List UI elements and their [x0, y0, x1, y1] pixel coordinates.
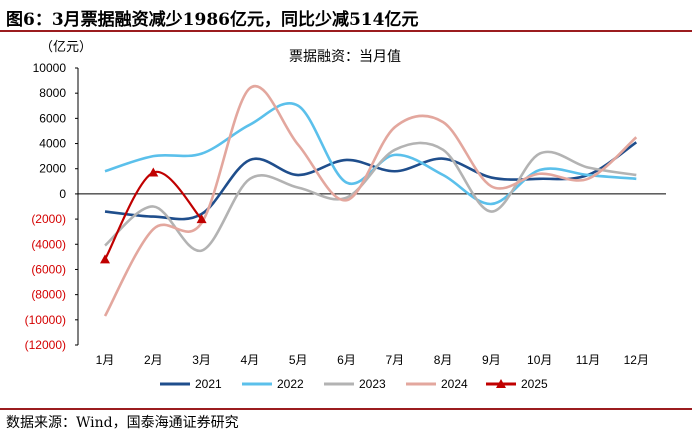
y-tick-label: (6000) — [31, 262, 66, 276]
line-chart: （亿元） 票据融资：当月值 10000 8000 6000 4000 2000 0 (2000)… — [25, 40, 666, 391]
y-tick-label: 10000 — [33, 61, 67, 75]
y-tick-label: 0 — [59, 187, 66, 201]
legend-label-2022: 2022 — [277, 377, 304, 391]
legend-label-2024: 2024 — [441, 377, 468, 391]
figure-title: 图6：3月票据融资减少1986亿元，同比少减514亿元 — [6, 10, 419, 30]
y-axis-unit-label: （亿元） — [40, 40, 92, 55]
y-tick-label: 4000 — [39, 137, 66, 151]
legend-label-2023: 2023 — [359, 377, 386, 391]
x-tick-label: 8月 — [434, 353, 453, 367]
y-tick-label: (10000) — [25, 313, 66, 327]
x-tick-label: 10月 — [527, 353, 552, 367]
x-tick-label: 9月 — [482, 353, 501, 367]
x-tick-label: 1月 — [96, 353, 115, 367]
series-line-2024 — [103, 84, 638, 317]
bottom-rule — [0, 408, 692, 410]
y-tick-label: 6000 — [39, 111, 66, 125]
legend-marker-2025 — [496, 379, 506, 388]
x-tick-label: 4月 — [241, 353, 260, 367]
legend-label-2025: 2025 — [521, 377, 548, 391]
data-point-2025-1 — [100, 254, 110, 264]
x-tick-label: 7月 — [385, 353, 404, 367]
x-tick-label: 6月 — [337, 353, 356, 367]
y-tick-label: 2000 — [39, 162, 66, 176]
x-tick-label: 5月 — [289, 353, 308, 367]
x-tick-label: 2月 — [144, 353, 163, 367]
y-tick-label: (2000) — [31, 212, 66, 226]
x-tick-label: 3月 — [192, 353, 211, 367]
x-tick-label: 12月 — [624, 353, 649, 367]
data-source: 数据来源：Wind，国泰海通证券研究 — [6, 415, 239, 431]
chart-title: 票据融资：当月值 — [289, 49, 401, 65]
y-tick-label: (12000) — [25, 338, 66, 352]
series-line-2023 — [104, 141, 637, 252]
data-point-2025-3 — [196, 214, 207, 224]
x-tick-label: 11月 — [576, 353, 600, 367]
y-tick-label: 8000 — [39, 86, 66, 100]
top-rule — [0, 30, 692, 32]
legend-label-2021: 2021 — [195, 377, 222, 391]
y-tick-label: (4000) — [31, 237, 66, 251]
y-tick-label: (8000) — [31, 288, 66, 302]
data-point-2025-2 — [148, 167, 159, 177]
